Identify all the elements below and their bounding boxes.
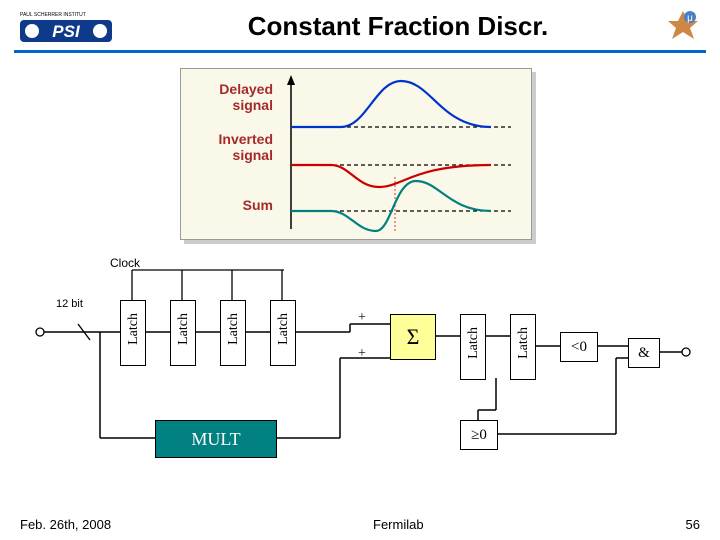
cmp-ge-zero: ≥0 [460,420,498,450]
cmp-lt-zero: <0 [560,332,598,362]
institute-text: PAUL SCHERRER INSTITUT [20,12,86,18]
latch-3: Latch [220,300,246,366]
latch-1: Latch [120,300,146,366]
badge-icon: μ [666,9,700,44]
block-diagram: Clock 12 bit [20,250,700,480]
svg-text:μ: μ [687,13,693,24]
slide-footer: Feb. 26th, 2008 Fermilab 56 [0,517,720,532]
latch-4: Latch [270,300,296,366]
header-rule [14,50,706,53]
and-gate: & [628,338,660,368]
plus-lower: + [358,346,366,362]
label-inverted: Invertedsignal [193,131,273,163]
plus-upper: + [358,310,366,326]
signal-panel: Delayedsignal Invertedsignal Sum [180,68,532,240]
psi-logo: PAUL SCHERRER INSTITUT PSI [20,8,130,44]
latch-5: Latch [460,314,486,380]
latch-2: Latch [170,300,196,366]
label-delayed: Delayedsignal [193,81,273,113]
sigma-box: Σ [390,314,436,360]
psi-text: PSI [52,22,81,41]
footer-place: Fermilab [373,517,424,532]
mult-box: MULT [155,420,277,458]
footer-page: 56 [686,517,700,532]
footer-date: Feb. 26th, 2008 [20,517,111,532]
slide-header: PAUL SCHERRER INSTITUT PSI Constant Frac… [0,0,720,48]
latch-6: Latch [510,314,536,380]
label-sum: Sum [193,197,273,213]
slide-title: Constant Fraction Discr. [130,11,666,42]
